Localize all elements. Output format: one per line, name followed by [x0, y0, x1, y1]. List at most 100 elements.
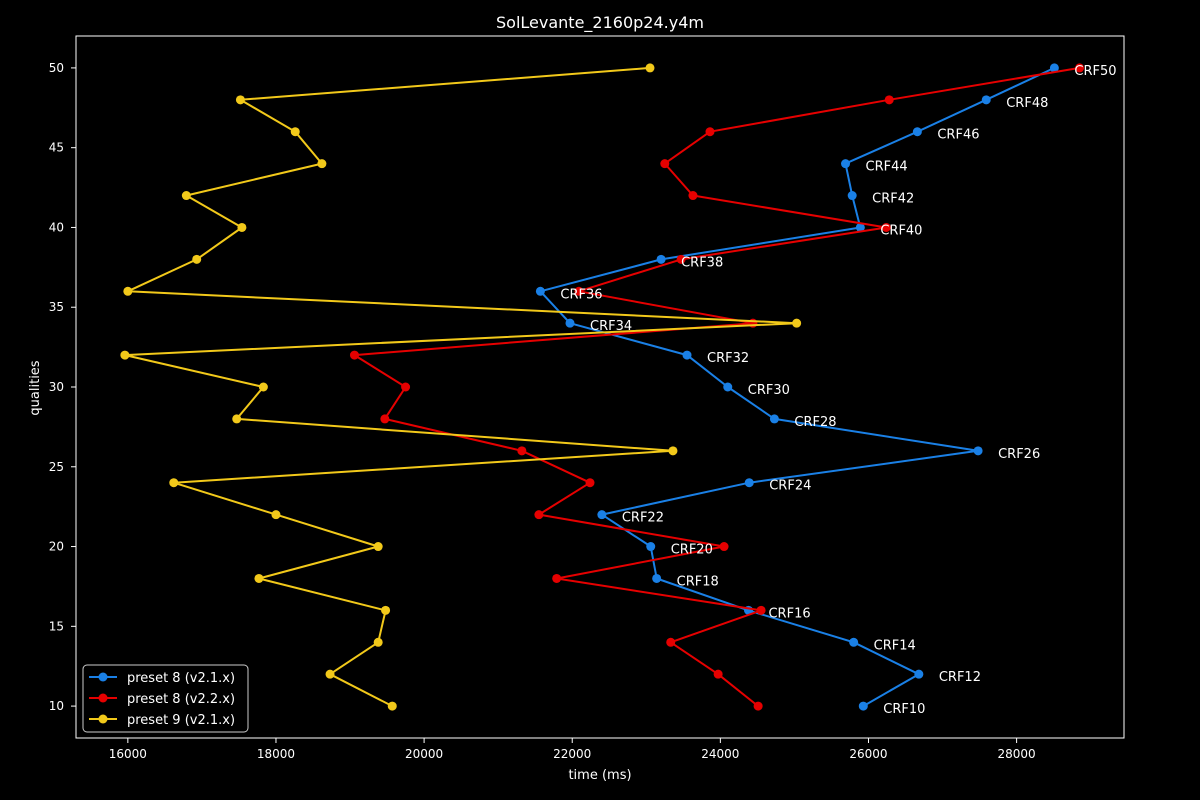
crf-annotation: CRF32: [707, 351, 749, 366]
legend-label: preset 8 (v2.2.x): [127, 692, 235, 707]
y-tick-label: 35: [49, 300, 64, 314]
series-2-point: [254, 573, 264, 583]
series-1-point: [756, 605, 766, 615]
series-2-point: [381, 605, 391, 615]
legend-label: preset 9 (v2.1.x): [127, 713, 235, 728]
series-2-point: [668, 446, 678, 456]
x-tick-label: 18000: [257, 747, 295, 761]
y-tick-label: 15: [49, 619, 64, 633]
series-1-point: [676, 254, 686, 264]
series-2-point: [317, 159, 327, 169]
y-axis-label: qualities: [28, 360, 43, 415]
x-tick-label: 20000: [405, 747, 443, 761]
series-1-point: [1075, 63, 1085, 73]
series-2-point: [290, 127, 300, 137]
series-0-point: [847, 191, 857, 201]
series-2-point: [181, 191, 191, 201]
series-1-point: [713, 669, 723, 679]
series-0-point: [973, 446, 983, 456]
series-2-point: [373, 542, 383, 552]
series-1-point: [380, 414, 390, 424]
series-0-point: [682, 350, 692, 360]
x-tick-label: 16000: [109, 747, 147, 761]
series-line-1: [353, 66, 1080, 707]
crf-annotation: CRF44: [866, 160, 908, 175]
series-2-point: [232, 414, 242, 424]
series-1-point: [881, 222, 891, 232]
series-0-point: [1049, 63, 1059, 73]
series-0-point: [849, 637, 859, 647]
series-0-point: [597, 510, 607, 520]
series-2-point: [325, 669, 335, 679]
chart-title: SolLevante_2160p24.y4m: [496, 13, 704, 33]
series-1-point: [660, 159, 670, 169]
crf-annotation: CRF22: [622, 511, 664, 526]
x-tick-label: 26000: [849, 747, 887, 761]
series-0-point: [656, 254, 666, 264]
series-2-point: [235, 95, 245, 105]
crf-annotation: CRF26: [998, 447, 1040, 462]
series-1-point: [666, 637, 676, 647]
series-1-point: [552, 573, 562, 583]
y-tick-label: 20: [49, 540, 64, 554]
series-1-point: [719, 542, 729, 552]
series-0-point: [841, 159, 851, 169]
series-0-point: [769, 414, 779, 424]
crf-annotation: CRF28: [794, 415, 836, 430]
crf-annotation: CRF40: [880, 223, 922, 238]
series-2-point: [120, 350, 130, 360]
series-2-point: [123, 286, 133, 296]
y-tick-label: 45: [49, 141, 64, 155]
y-tick-label: 10: [49, 699, 64, 713]
series-1-point: [534, 510, 544, 520]
y-tick-label: 40: [49, 220, 64, 234]
legend-box: [82, 664, 249, 733]
crf-annotation: CRF48: [1006, 96, 1048, 111]
series-0-point: [855, 222, 865, 232]
series-0-point: [535, 286, 545, 296]
crf-annotation: CRF10: [883, 702, 925, 717]
series-1-point: [688, 191, 698, 201]
crf-annotation: CRF38: [681, 255, 723, 270]
crf-annotation: CRF30: [748, 383, 790, 398]
series-1-point: [401, 382, 411, 392]
series-0-point: [652, 573, 662, 583]
y-tick-label: 30: [49, 380, 64, 394]
series-line-2: [123, 66, 798, 707]
x-axis-label: time (ms): [568, 768, 631, 783]
series-0-point: [565, 318, 575, 328]
series-2-point: [387, 701, 397, 711]
crf-annotation: CRF18: [677, 574, 719, 589]
crf-annotation: CRF42: [872, 192, 914, 207]
series-1-point: [884, 95, 894, 105]
series-2-point: [169, 478, 179, 488]
series-0-point: [646, 542, 656, 552]
crf-annotation: CRF36: [560, 287, 602, 302]
series-2-point: [237, 222, 247, 232]
series-2-point: [258, 382, 268, 392]
series-1-point: [349, 350, 359, 360]
series-1-point: [517, 446, 527, 456]
legend-marker: [98, 714, 108, 724]
crf-annotation: CRF20: [671, 543, 713, 558]
x-tick-label: 24000: [701, 747, 739, 761]
series-0-point: [723, 382, 733, 392]
series-0-point: [744, 478, 754, 488]
series-1-point: [705, 127, 715, 137]
crf-annotation: CRF50: [1074, 64, 1116, 79]
series-2-point: [271, 510, 281, 520]
y-tick-label: 25: [49, 460, 64, 474]
legend-marker: [98, 672, 108, 682]
crf-annotation: CRF34: [590, 319, 632, 334]
series-1-point: [585, 478, 595, 488]
series-0-point: [912, 127, 922, 137]
series-2-point: [373, 637, 383, 647]
crf-annotation: CRF46: [937, 128, 979, 143]
series-0-point: [981, 95, 991, 105]
legend-marker: [98, 693, 108, 703]
legend-label: preset 8 (v2.1.x): [127, 671, 235, 686]
crf-annotation: CRF14: [874, 638, 916, 653]
crf-annotation: CRF12: [939, 670, 981, 685]
series-1-point: [574, 286, 584, 296]
